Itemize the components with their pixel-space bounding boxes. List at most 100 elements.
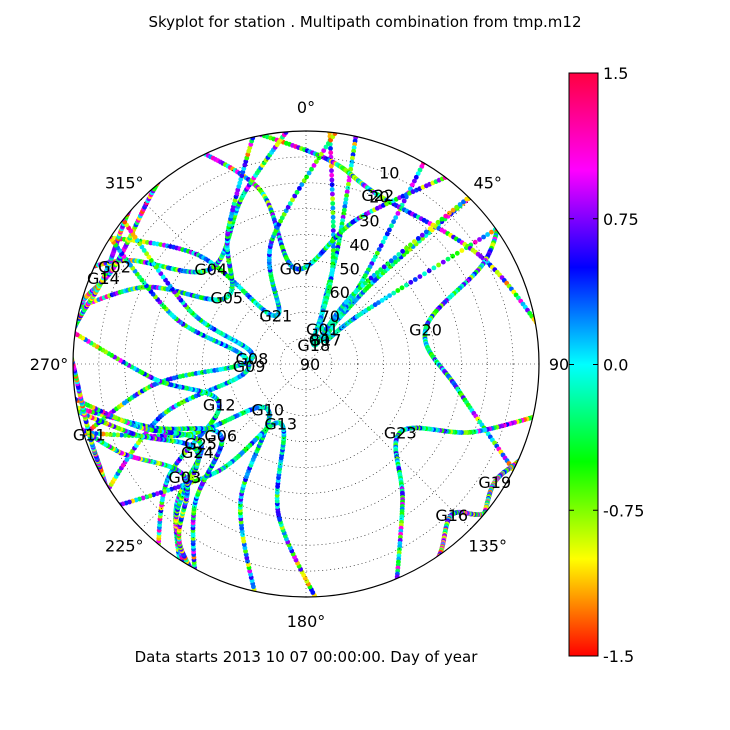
track-point — [190, 594, 195, 597]
track-point — [428, 569, 434, 574]
track-point — [425, 575, 430, 581]
track-point — [299, 182, 305, 188]
track-point — [238, 126, 243, 131]
track-point — [292, 119, 297, 124]
track-point — [145, 168, 151, 174]
satellite-label-G24: G24 — [181, 443, 214, 462]
track-point — [63, 448, 68, 453]
track-point — [454, 250, 460, 256]
track-point — [162, 169, 168, 175]
track-point — [524, 486, 530, 492]
track-point — [393, 594, 398, 597]
track-point — [389, 223, 394, 229]
track-point — [148, 162, 154, 167]
track-point — [59, 403, 64, 408]
track-point — [329, 168, 334, 174]
track-point — [524, 492, 529, 498]
track-point — [500, 203, 505, 209]
track-point — [191, 131, 196, 136]
track-point — [346, 181, 351, 187]
track-point — [64, 402, 69, 407]
track-point — [316, 600, 321, 605]
track-point — [255, 119, 260, 124]
track-point — [51, 408, 56, 413]
track-point — [459, 248, 465, 253]
track-point — [50, 407, 55, 412]
track-point — [59, 316, 64, 321]
track-point — [179, 572, 185, 578]
track-point — [404, 282, 409, 288]
track-point — [330, 191, 335, 197]
track-point — [460, 167, 466, 173]
track-point — [327, 123, 332, 128]
track-point — [183, 570, 189, 576]
track-point — [381, 264, 387, 270]
track-point — [186, 137, 191, 143]
track-point — [53, 409, 58, 414]
track-point — [131, 198, 137, 204]
track-point — [56, 302, 61, 307]
track-point — [181, 144, 186, 150]
track-point — [342, 117, 347, 122]
track-point — [148, 163, 153, 169]
track-point — [431, 141, 436, 147]
track-point — [501, 196, 507, 202]
track-point — [162, 489, 167, 494]
track-point — [114, 521, 119, 527]
track-point — [55, 429, 60, 434]
track-point — [393, 215, 399, 221]
track-point — [179, 140, 185, 146]
elevation-label: 70 — [320, 307, 340, 326]
track-point — [63, 331, 68, 336]
track-point — [193, 581, 199, 587]
track-point — [392, 255, 398, 261]
track-point — [57, 307, 62, 312]
track-point — [394, 582, 399, 588]
track-point — [52, 399, 57, 404]
track-point — [57, 429, 62, 434]
track-point — [50, 317, 55, 322]
track-point — [189, 590, 195, 596]
track-point — [489, 229, 494, 235]
track-point — [65, 337, 70, 342]
track-point — [53, 346, 58, 351]
track-point — [391, 290, 397, 296]
track-point — [53, 387, 58, 392]
satellite-label-G14: G14 — [87, 269, 120, 288]
track-point — [400, 248, 405, 254]
track-point — [499, 206, 505, 212]
track-point — [481, 234, 486, 240]
track-point — [156, 551, 161, 557]
track-point — [536, 442, 539, 448]
track-point — [396, 252, 402, 257]
track-point — [175, 138, 181, 143]
track-point — [434, 558, 440, 563]
track-point — [380, 239, 386, 245]
track-point — [174, 137, 180, 143]
track-point — [189, 133, 195, 138]
track-point — [107, 498, 113, 504]
track-point — [548, 410, 553, 415]
track-point — [67, 349, 72, 354]
track-point — [454, 204, 459, 210]
track-point — [346, 178, 352, 183]
track-point — [59, 323, 64, 328]
track-point — [421, 581, 427, 587]
track-point — [194, 595, 200, 597]
track-point — [478, 523, 484, 529]
track-point — [180, 578, 186, 584]
track-point — [187, 585, 193, 590]
track-point — [258, 108, 263, 113]
track-point — [73, 404, 76, 410]
track-point — [435, 219, 441, 225]
track-point — [73, 331, 74, 337]
track-point — [55, 299, 60, 304]
track-point — [54, 410, 59, 415]
track-point — [422, 157, 428, 163]
track-point — [155, 558, 161, 563]
track-point — [187, 136, 192, 142]
track-point — [119, 432, 124, 438]
track-point — [207, 593, 213, 597]
track-point — [553, 430, 558, 435]
track-point — [552, 430, 557, 435]
